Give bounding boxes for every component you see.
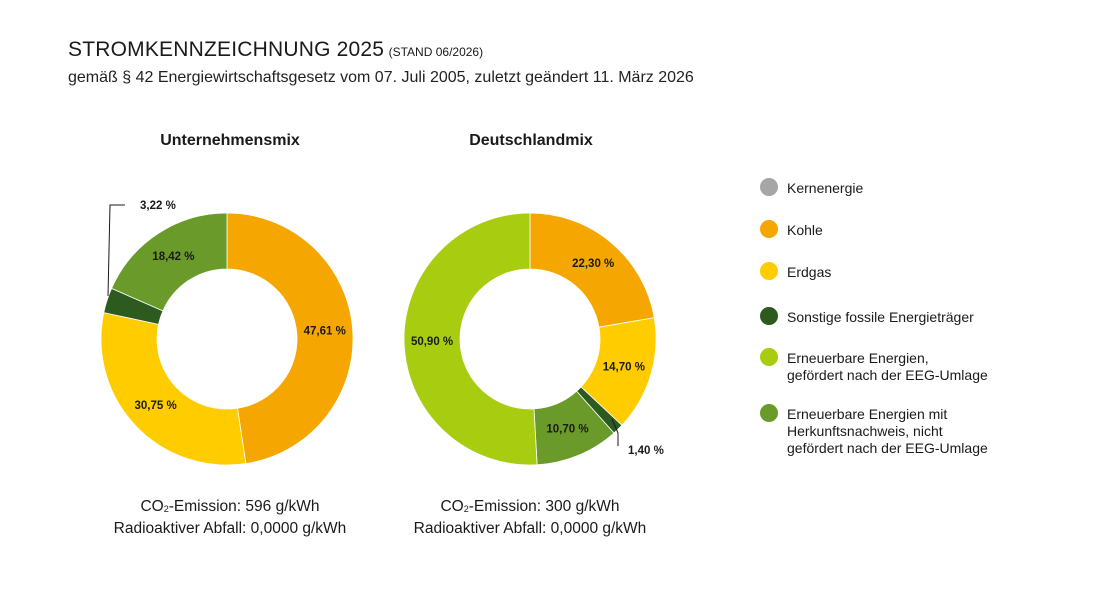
- data-label-sonstige: 3,22 %: [140, 200, 176, 212]
- co2-emission-value: Emission: 300 g/kWh: [473, 498, 620, 515]
- legend-item-erneuerbare-eeg: Erneuerbare Energien, gefördert nach der…: [760, 348, 988, 384]
- data-label-hkn: 10,70 %: [546, 424, 588, 436]
- co2-prefix: CO: [440, 498, 464, 515]
- radioactive-waste: Radioaktiver Abfall: 0,0000 g/kWh: [413, 520, 647, 537]
- legend-item-erdgas: Erdgas: [760, 262, 831, 281]
- legend-item-kernenergie: Kernenergie: [760, 178, 863, 197]
- legend-label: Sonstige fossile Energieträger: [787, 309, 974, 325]
- legend-swatch: [760, 404, 778, 422]
- legend-swatch: [760, 348, 778, 366]
- legend-label: Erdgas: [787, 264, 832, 280]
- legend-swatch: [760, 262, 778, 280]
- legend-item-kohle: Kohle: [760, 220, 823, 239]
- co2-dash: -: [168, 498, 174, 515]
- slice-erdgas: [100, 312, 247, 466]
- co2-emission: CO2-Emission: 300 g/kWh: [370, 497, 690, 519]
- chart-header: STROMKENNZEICHNUNG 2025 (STAND 06/2026): [68, 38, 483, 62]
- co2-emission-value: Emission: 596 g/kWh: [173, 498, 320, 515]
- data-label-hkn: 18,42 %: [152, 251, 194, 263]
- slice-hkn: [111, 212, 228, 312]
- data-label-erdgas: 30,75 %: [135, 400, 177, 412]
- legend-swatch: [760, 220, 778, 238]
- legend-label: Erneuerbare Energien mit Herkunftsnachwe…: [787, 406, 988, 456]
- data-label-erdgas: 14,70 %: [603, 361, 645, 373]
- callout-line-sonstige: [611, 418, 619, 446]
- data-label-sonstige: 1,40 %: [628, 445, 664, 457]
- legend-label: Erneuerbare Energien, gefördert nach der…: [787, 350, 988, 383]
- chart-title-unternehmensmix: Unternehmensmix: [160, 132, 300, 149]
- co2-prefix: CO: [140, 498, 164, 515]
- chart-title-deutschlandmix: Deutschlandmix: [469, 132, 593, 149]
- legend-item-erneuerbare-herkunft: Erneuerbare Energien mit Herkunftsnachwe…: [760, 404, 988, 457]
- slice-kohle: [226, 212, 354, 465]
- legend-swatch: [760, 307, 778, 325]
- co2-dash: -: [468, 498, 474, 515]
- legend-label: Kohle: [787, 222, 823, 238]
- legend-swatch: [760, 178, 778, 196]
- radioactive-waste: Radioaktiver Abfall: 0,0000 g/kWh: [113, 520, 347, 537]
- slice-eeg: [403, 212, 538, 466]
- emission-info-unternehmensmix: CO2-Emission: 596 g/kWh Radioaktiver Abf…: [70, 497, 390, 538]
- page-subtitle: gemäß § 42 Energiewirtschaftsgesetz vom …: [68, 69, 694, 86]
- data-label-kohle: 47,61 %: [304, 326, 346, 338]
- data-label-eeg: 50,90 %: [411, 336, 453, 348]
- data-label-kohle: 22,30 %: [572, 258, 614, 270]
- page-title: STROMKENNZEICHNUNG 2025: [68, 38, 385, 61]
- title-note: (STAND 06/2026): [388, 45, 484, 59]
- co2-subscript: 2: [163, 504, 169, 514]
- co2-emission: CO2-Emission: 596 g/kWh: [70, 497, 390, 519]
- callout-line-sonstige: [107, 204, 125, 297]
- co2-subscript: 2: [463, 504, 469, 514]
- emission-info-deutschlandmix: CO2-Emission: 300 g/kWh Radioaktiver Abf…: [370, 497, 690, 538]
- legend-item-sonstige-fossile: Sonstige fossile Energieträger: [760, 307, 974, 326]
- legend-label: Kernenergie: [787, 180, 864, 196]
